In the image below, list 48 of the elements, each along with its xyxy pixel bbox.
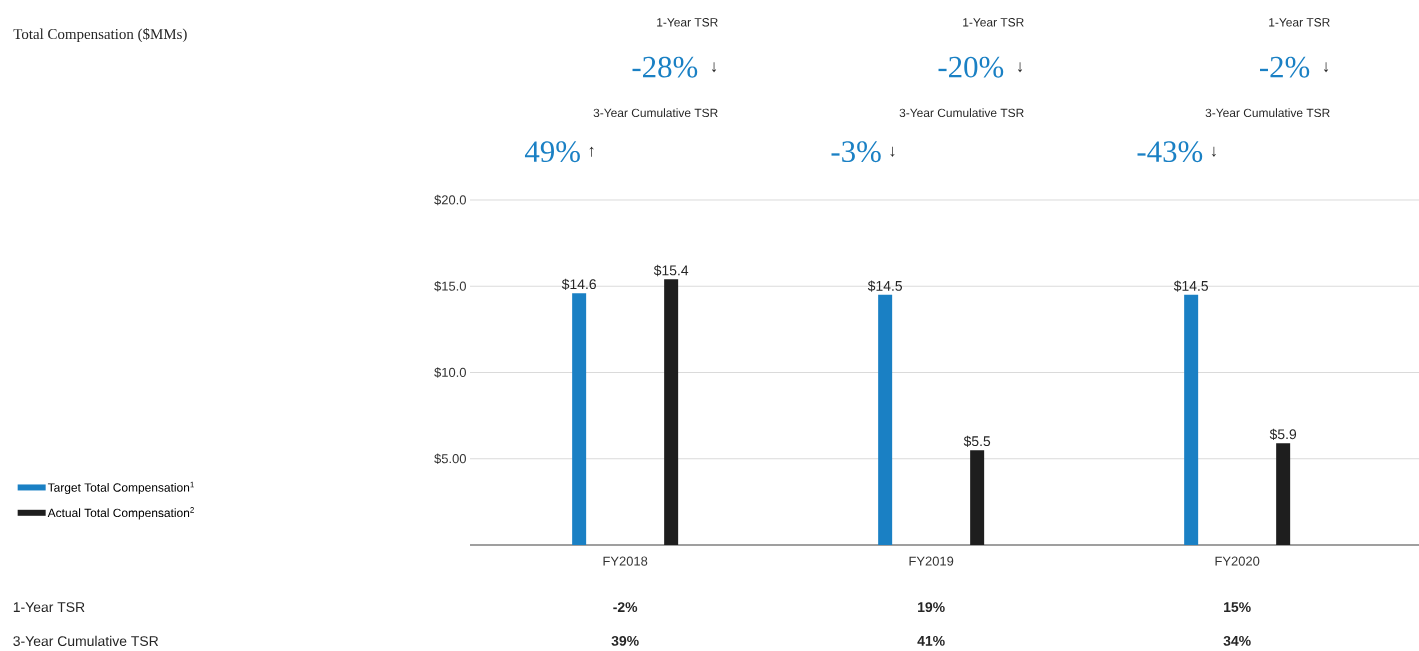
text: -2%: [613, 602, 638, 613]
text: 39%: [611, 635, 639, 646]
text: 3-Year Cumulative TSR: [1205, 108, 1330, 118]
text: 41%: [917, 636, 945, 646]
text: 34%: [1223, 635, 1251, 646]
text: 15%: [1224, 602, 1251, 613]
text: 3-Year Cumulative TSR: [13, 635, 159, 647]
x-tick-label: FY2019: [909, 556, 954, 566]
text: -43%: [1137, 141, 1203, 163]
text: 3-Year Cumulative TSR: [593, 108, 718, 118]
y-tick-label: $20.0: [434, 194, 466, 206]
bar: [572, 293, 587, 545]
bar: [664, 279, 679, 545]
text: 1-Year TSR: [963, 18, 1024, 27]
text: 1-Year TSR: [13, 602, 85, 613]
y-tick-label: $15.0: [434, 281, 466, 292]
text: -20%: [938, 56, 1004, 78]
y-tick-label: $10.0: [434, 367, 466, 378]
data-label: $5.9: [1269, 428, 1297, 441]
bar: [1276, 443, 1291, 545]
x-tick-label: FY2020: [1215, 556, 1260, 566]
data-label: $14.6: [561, 278, 596, 290]
bar: [970, 450, 985, 545]
text: 1-Year TSR: [1269, 18, 1330, 27]
legend-label: Actual Total Compensation$^{2}$: [47, 507, 194, 520]
data-label: $5.5: [963, 435, 991, 447]
data-label: $14.5: [867, 280, 903, 292]
bar: [1184, 294, 1199, 545]
text: ↓: [712, 62, 717, 73]
data-label: $15.4: [653, 264, 689, 277]
text: -3%: [831, 141, 881, 163]
bar: [878, 294, 893, 545]
text: ↓: [1324, 62, 1329, 73]
text: 49%: [524, 141, 580, 163]
text: 19%: [918, 602, 945, 613]
text: ↓: [1211, 146, 1216, 157]
text: -28%: [632, 56, 698, 78]
text: ↑: [589, 146, 594, 157]
text: ↓: [1018, 62, 1023, 73]
text: 1-Year TSR: [657, 18, 718, 27]
x-tick-label: FY2018: [603, 556, 648, 566]
text: -2%: [1259, 56, 1310, 78]
y-tick-label: $5.00: [434, 453, 466, 464]
text: 3-Year Cumulative TSR: [899, 108, 1024, 118]
data-label: $14.5: [1173, 280, 1209, 292]
text: Total Compensation ($MMs): [13, 28, 187, 43]
legend-label: Target Total Compensation$^{1}$: [47, 481, 194, 495]
text: ↓: [890, 146, 895, 157]
